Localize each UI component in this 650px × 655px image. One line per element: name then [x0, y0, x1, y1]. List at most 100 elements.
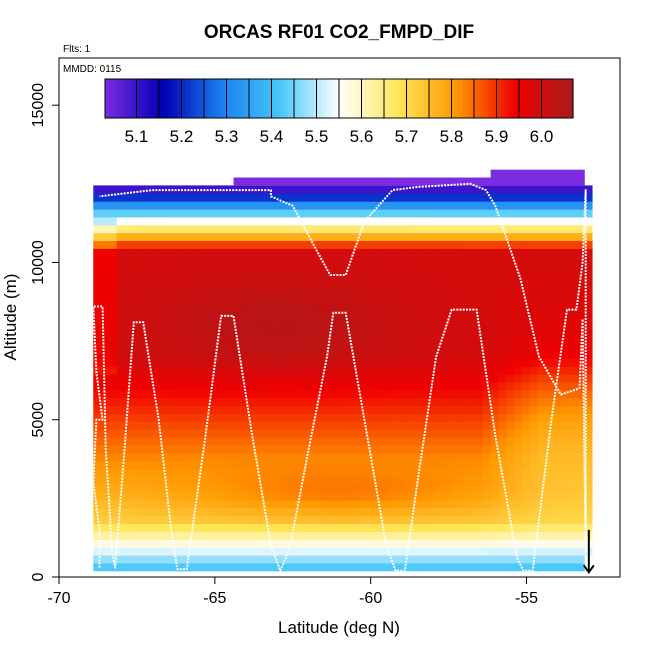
- heatmap-cell: [498, 303, 507, 312]
- heatmap-cell: [303, 547, 313, 556]
- heatmap-cell: [350, 547, 359, 556]
- heatmap-cell: [365, 208, 375, 218]
- heatmap-cell: [537, 256, 546, 265]
- heatmap-cell: [116, 421, 126, 430]
- heatmap-cell: [514, 201, 523, 210]
- heatmap-cell: [506, 208, 515, 218]
- heatmap-cell: [358, 507, 367, 517]
- heatmap-cell: [108, 248, 118, 257]
- heatmap-cell: [264, 248, 274, 257]
- heatmap-cell: [568, 358, 577, 367]
- heatmap-cell: [288, 177, 297, 186]
- heatmap-cell: [132, 193, 141, 202]
- heatmap-cell: [436, 279, 445, 289]
- heatmap-cell: [101, 460, 110, 470]
- heatmap-cell: [178, 389, 188, 399]
- heatmap-cell: [241, 224, 250, 234]
- heatmap-cell: [498, 429, 507, 438]
- heatmap-cell: [241, 287, 250, 297]
- heatmap-cell: [397, 256, 406, 265]
- heatmap-cell: [420, 460, 429, 470]
- heatmap-cell: [225, 531, 235, 540]
- heatmap-cell: [459, 201, 468, 210]
- heatmap-cell: [171, 279, 180, 289]
- heatmap-cell: [576, 303, 585, 312]
- heatmap-cell: [256, 429, 266, 438]
- heatmap-cell: [412, 468, 422, 477]
- heatmap-cell: [210, 295, 219, 304]
- heatmap-cell: [482, 389, 492, 399]
- heatmap-cell: [506, 515, 515, 525]
- heatmap-cell: [334, 539, 344, 548]
- heatmap-cell: [249, 232, 258, 242]
- heatmap-cell: [311, 554, 320, 564]
- heatmap-cell: [436, 413, 445, 422]
- heatmap-cell: [280, 547, 289, 556]
- heatmap-cell: [217, 562, 227, 572]
- colorbar-segment: [394, 79, 400, 118]
- heatmap-cell: [568, 342, 577, 352]
- heatmap-cell: [560, 460, 570, 470]
- heatmap-cell: [389, 287, 398, 297]
- heatmap-cell: [350, 539, 359, 548]
- heatmap-cell: [194, 279, 203, 289]
- heatmap-cell: [101, 421, 110, 430]
- heatmap-cell: [241, 381, 250, 391]
- heatmap-cell: [552, 201, 562, 210]
- heatmap-cell: [264, 499, 274, 509]
- heatmap-cell: [412, 389, 422, 399]
- heatmap-cell: [545, 271, 554, 281]
- heatmap-cell: [537, 366, 546, 375]
- heatmap-cell: [514, 460, 523, 470]
- heatmap-cell: [584, 185, 593, 194]
- heatmap-cell: [358, 334, 367, 344]
- heatmap-cell: [365, 216, 375, 226]
- heatmap-cell: [108, 515, 118, 525]
- heatmap-cell: [233, 295, 242, 304]
- heatmap-cell: [93, 437, 102, 446]
- heatmap-cell: [225, 523, 235, 532]
- heatmap-cell: [459, 240, 468, 249]
- heatmap-cell: [514, 311, 523, 320]
- heatmap-cell: [171, 342, 180, 352]
- heatmap-cell: [350, 444, 359, 454]
- heatmap-cell: [210, 468, 219, 477]
- heatmap-cell: [475, 366, 484, 375]
- heatmap-cell: [256, 279, 266, 289]
- heatmap-cell: [303, 405, 313, 415]
- heatmap-cell: [506, 547, 515, 556]
- heatmap-cell: [194, 531, 203, 540]
- heatmap-cell: [498, 334, 507, 344]
- heatmap-cell: [576, 413, 585, 422]
- heatmap-cell: [552, 492, 562, 501]
- heatmap-cell: [397, 193, 406, 202]
- heatmap-cell: [373, 193, 383, 202]
- heatmap-cell: [436, 499, 445, 509]
- heatmap-cell: [467, 547, 476, 556]
- heatmap-cell: [560, 256, 570, 265]
- heatmap-cell: [365, 381, 375, 391]
- heatmap-cell: [202, 366, 211, 375]
- heatmap-cell: [498, 381, 507, 391]
- heatmap-cell: [420, 381, 429, 391]
- heatmap-cell: [319, 468, 328, 477]
- heatmap-cell: [147, 413, 157, 422]
- heatmap-cell: [358, 358, 367, 367]
- heatmap-cell: [295, 193, 305, 202]
- heatmap-cell: [475, 381, 484, 391]
- heatmap-cell: [140, 405, 149, 415]
- heatmap-cell: [264, 437, 274, 446]
- heatmap-cell: [552, 279, 562, 289]
- heatmap-cell: [327, 279, 336, 289]
- heatmap-cell: [171, 499, 180, 509]
- heatmap-cell: [295, 334, 305, 344]
- heatmap-cell: [350, 350, 359, 359]
- colorbar-segment: [279, 79, 285, 118]
- heatmap-cell: [560, 224, 570, 234]
- heatmap-cell: [217, 358, 227, 367]
- heatmap-cell: [202, 216, 211, 226]
- heatmap-cell: [124, 405, 133, 415]
- heatmap-cell: [545, 208, 554, 218]
- colorbar-segment: [419, 79, 425, 118]
- heatmap-cell: [365, 507, 375, 517]
